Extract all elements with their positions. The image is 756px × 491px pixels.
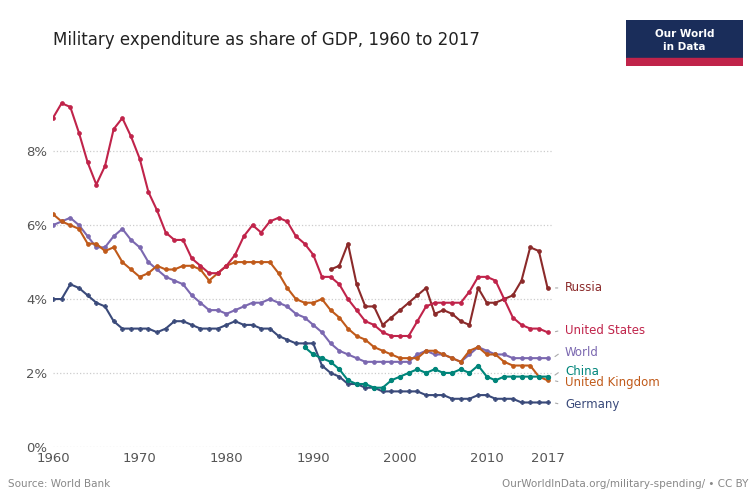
Text: OurWorldInData.org/military-spending/ • CC BY: OurWorldInData.org/military-spending/ • …: [502, 479, 748, 489]
Text: Germany: Germany: [565, 398, 619, 411]
Bar: [626, 58, 743, 66]
Text: China: China: [565, 365, 599, 378]
Text: Our World
in Data: Our World in Data: [655, 29, 714, 52]
Text: Source: World Bank: Source: World Bank: [8, 479, 110, 489]
Text: United Kingdom: United Kingdom: [565, 376, 660, 389]
Text: Russia: Russia: [565, 281, 603, 295]
Text: World: World: [565, 346, 599, 359]
Text: United States: United States: [565, 324, 645, 337]
Text: Military expenditure as share of GDP, 1960 to 2017: Military expenditure as share of GDP, 19…: [53, 31, 480, 49]
